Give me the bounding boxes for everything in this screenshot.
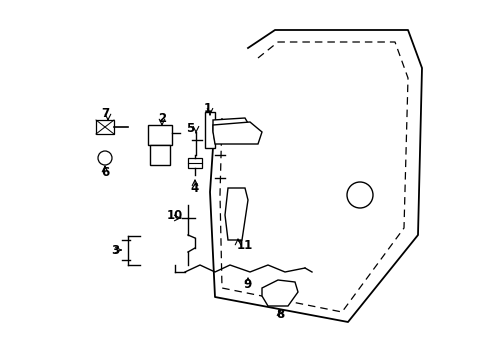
Polygon shape xyxy=(204,112,215,148)
Text: 10: 10 xyxy=(166,208,183,221)
Polygon shape xyxy=(262,280,297,306)
Text: 9: 9 xyxy=(244,279,252,292)
Polygon shape xyxy=(224,188,247,240)
Text: 11: 11 xyxy=(236,239,253,252)
Bar xyxy=(187,158,202,168)
Polygon shape xyxy=(213,118,251,142)
Text: 2: 2 xyxy=(158,112,166,125)
Text: 5: 5 xyxy=(185,122,194,135)
Bar xyxy=(150,145,170,165)
FancyBboxPatch shape xyxy=(96,120,114,134)
Text: 8: 8 xyxy=(275,309,284,321)
Bar xyxy=(148,125,172,145)
Polygon shape xyxy=(213,122,262,144)
Text: 6: 6 xyxy=(101,166,109,179)
Text: 3: 3 xyxy=(111,243,119,257)
Text: 4: 4 xyxy=(190,181,199,194)
Text: 1: 1 xyxy=(203,102,212,114)
Text: 7: 7 xyxy=(101,107,109,120)
